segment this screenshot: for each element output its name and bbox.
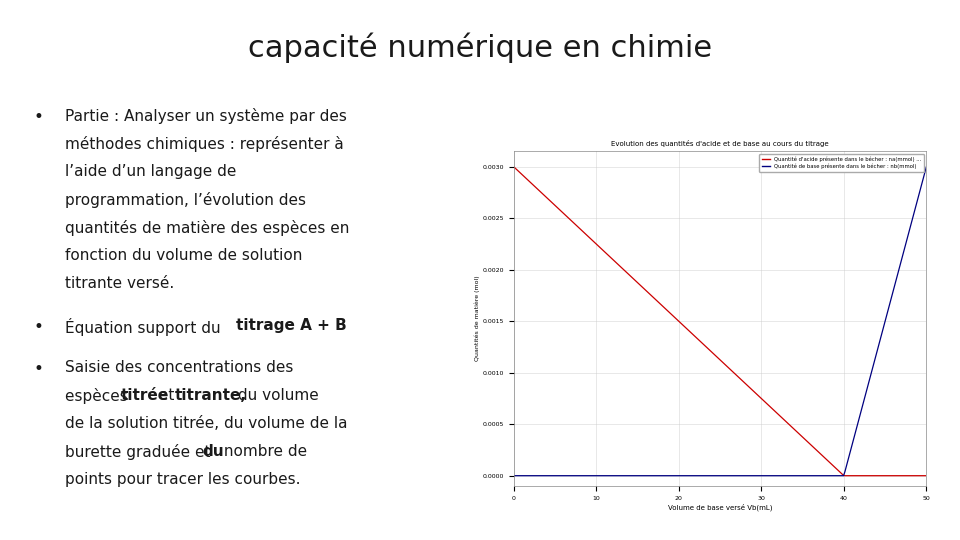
Text: burette graduée et: burette graduée et: [65, 444, 216, 460]
Text: du: du: [203, 444, 225, 459]
Text: titrante,: titrante,: [175, 388, 247, 403]
Title: Evolution des quantités d'acide et de base au cours du titrage: Evolution des quantités d'acide et de ba…: [612, 140, 828, 147]
Text: •: •: [34, 108, 43, 126]
Text: fonction du volume de solution: fonction du volume de solution: [65, 248, 302, 264]
Text: titrée: titrée: [121, 388, 169, 403]
Text: du volume: du volume: [233, 388, 319, 403]
Text: quantités de matière des espèces en: quantités de matière des espèces en: [65, 220, 349, 237]
Text: Équation support du: Équation support du: [65, 318, 226, 336]
Text: Saisie des concentrations des: Saisie des concentrations des: [65, 360, 294, 375]
Y-axis label: Quantités de matière (mol): Quantités de matière (mol): [474, 276, 480, 361]
Text: espèces: espèces: [65, 388, 132, 404]
Text: points pour tracer les courbes.: points pour tracer les courbes.: [65, 472, 300, 487]
X-axis label: Volume de base versé Vb(mL): Volume de base versé Vb(mL): [668, 503, 772, 511]
Text: titrante versé.: titrante versé.: [65, 276, 175, 292]
Text: programmation, l’évolution des: programmation, l’évolution des: [65, 192, 306, 208]
Text: l’aide d’un langage de: l’aide d’un langage de: [65, 164, 237, 179]
Text: capacité numérique en chimie: capacité numérique en chimie: [248, 32, 712, 63]
Text: méthodes chimiques : représenter à: méthodes chimiques : représenter à: [65, 136, 344, 152]
Text: Partie : Analyser un système par des: Partie : Analyser un système par des: [65, 108, 348, 124]
Text: de la solution titrée, du volume de la: de la solution titrée, du volume de la: [65, 416, 348, 431]
Text: nombre de: nombre de: [219, 444, 307, 459]
Text: •: •: [34, 318, 43, 336]
Text: titrage A + B: titrage A + B: [236, 318, 347, 333]
Text: •: •: [34, 360, 43, 377]
Text: et: et: [154, 388, 179, 403]
Legend: Quantité d'acide présente dans le bécher : na(mmol) ..., Quantité de base présen: Quantité d'acide présente dans le bécher…: [759, 154, 924, 172]
